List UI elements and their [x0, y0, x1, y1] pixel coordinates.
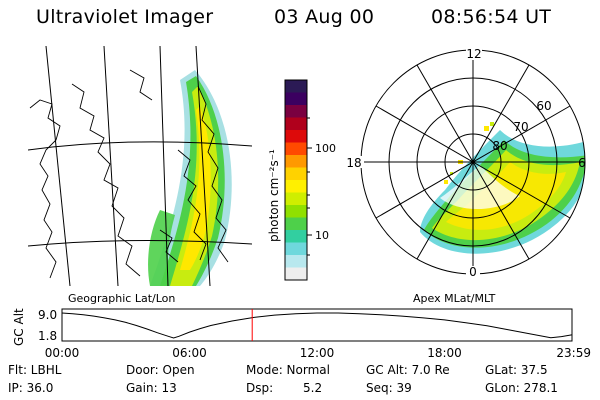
polar-panel-label: Apex MLat/MLT — [413, 292, 496, 305]
polar-grid-spokes — [361, 50, 585, 274]
observation-date: 03 Aug 00 — [274, 6, 375, 28]
polar-plot: 12 18 0 6 60 70 80 — [344, 47, 586, 279]
lat-label-60: 60 — [536, 99, 551, 113]
color-scale-swatch — [285, 205, 307, 218]
color-scale-tick-100: 100 — [315, 142, 336, 155]
color-scale-tick-10: 10 — [315, 229, 329, 242]
mlt-label-18: 18 — [346, 156, 361, 170]
mlt-label-6: 6 — [578, 156, 586, 170]
color-scale-swatch — [285, 117, 307, 131]
aurora-spot — [490, 122, 494, 126]
orbit-x-tick-label: 00:00 — [45, 346, 80, 360]
color-scale-swatch — [285, 105, 307, 118]
coastlines — [29, 69, 229, 279]
color-scale-swatch — [285, 130, 307, 143]
aurora-spot — [484, 126, 489, 131]
dsp-value: 5.2 — [303, 381, 323, 395]
mlt-label-12: 12 — [466, 47, 481, 61]
color-scale-swatch — [285, 192, 307, 206]
mlt-label-0: 0 — [469, 265, 477, 279]
mlt-label-bg — [466, 48, 482, 60]
oval-gap — [440, 165, 520, 210]
door-readout: Door: Open — [126, 363, 195, 377]
color-scale-swatch — [285, 217, 307, 231]
geo-panel-label: Geographic Lat/Lon — [68, 292, 175, 305]
aurora-spot — [450, 172, 453, 175]
color-scale-swatch — [285, 92, 307, 106]
color-scale-ticks — [307, 117, 312, 256]
color-scale-swatch — [285, 255, 307, 268]
color-scale-swatch — [285, 267, 307, 281]
color-scale-frame — [284, 79, 308, 281]
orbit-x-ticks: 00:00 06:00 12:00 18:00 23:59 — [45, 346, 591, 360]
dsp-readout: Dsp: — [246, 381, 274, 395]
orbit-x-tick-label: 12:00 — [300, 346, 335, 360]
orbit-y-tick-1-8: 1.8 — [38, 329, 57, 343]
orbit-x-tick-label: 18:00 — [427, 346, 462, 360]
gc-alt-readout: GC Alt: 7.0 Re — [366, 363, 450, 377]
observation-time: 08:56:54 UT — [431, 6, 552, 28]
color-scale-bar — [285, 80, 307, 281]
color-scale-swatch — [285, 230, 307, 243]
app-title: Ultraviolet Imager — [36, 6, 214, 28]
ip-readout: IP: 36.0 — [8, 381, 54, 395]
orbit-y-tick-9: 9.0 — [38, 308, 57, 322]
orbit-chart-frame — [61, 308, 573, 342]
color-scale-swatch — [285, 167, 307, 181]
sequence-readout: Seq: 39 — [366, 381, 412, 395]
lat-label-80: 80 — [492, 139, 507, 153]
aurora-tail — [148, 210, 175, 286]
geo-lon-readout: GLon: 278.1 — [485, 381, 558, 395]
color-scale-swatch — [285, 242, 307, 256]
orbit-altitude-chart: 00:00 06:00 12:00 18:00 23:59 9.0 1.8 GC Alt — [12, 308, 591, 360]
gain-readout: Gain: 13 — [126, 381, 177, 395]
color-scale-swatch — [285, 142, 307, 156]
mode-readout: Mode: Normal — [246, 363, 330, 377]
color-scale-unit-label: photon cm⁻²s⁻¹ — [267, 149, 281, 242]
color-scale-swatch — [285, 180, 307, 193]
orbit-x-tick-label: 23:59 — [556, 346, 591, 360]
orbit-x-tick-label: 06:00 — [172, 346, 207, 360]
aurora-core — [180, 106, 211, 270]
lat-label-70: 70 — [513, 120, 528, 134]
mlt-label-bg — [344, 156, 364, 168]
geo-lat-readout: GLat: 37.5 — [485, 363, 548, 377]
altitude-series-line — [61, 312, 572, 339]
color-scale-swatch — [285, 155, 307, 168]
orbit-y-axis-label: GC Alt — [12, 308, 26, 346]
parallel-lines — [28, 141, 252, 247]
color-scale-swatch — [285, 80, 307, 93]
aurora-spot — [444, 180, 448, 184]
geographic-map — [28, 46, 252, 286]
filter-readout: Flt: LBHL — [8, 363, 62, 377]
mlt-label-bg — [466, 266, 480, 278]
